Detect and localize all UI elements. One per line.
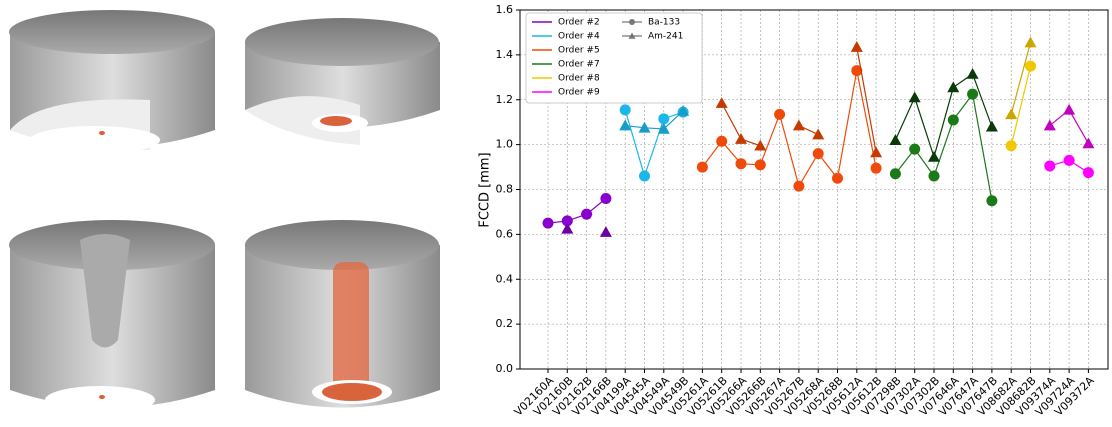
series-line bbox=[547, 198, 607, 224]
y-tick-label: 0.0 bbox=[496, 362, 514, 375]
series-line bbox=[894, 73, 993, 160]
data-point bbox=[966, 67, 979, 79]
legend-label: Order #9 bbox=[558, 88, 600, 98]
detector-renders bbox=[9, 10, 440, 414]
data-point bbox=[639, 170, 650, 182]
data-point bbox=[812, 128, 825, 140]
y-tick-label: 1.2 bbox=[496, 93, 514, 106]
data-point bbox=[1025, 60, 1036, 72]
data-point bbox=[985, 120, 998, 132]
y-tick-label: 0.8 bbox=[496, 183, 514, 196]
legend-label: Order #7 bbox=[558, 60, 600, 70]
data-point bbox=[677, 104, 690, 116]
data-point bbox=[542, 217, 554, 229]
legend-marker bbox=[629, 19, 635, 25]
data-point bbox=[561, 222, 574, 234]
render-1 bbox=[9, 10, 215, 154]
data-point bbox=[638, 121, 651, 133]
render-4 bbox=[245, 220, 440, 408]
y-axis-label: FCCD [mm] bbox=[478, 152, 493, 227]
y-tick-label: 1.0 bbox=[496, 138, 514, 151]
data-point bbox=[1005, 108, 1018, 120]
data-point bbox=[561, 215, 573, 227]
data-point bbox=[1005, 140, 1017, 152]
data-point bbox=[1043, 119, 1056, 131]
data-point bbox=[792, 119, 805, 131]
data-point bbox=[619, 104, 631, 116]
data-point bbox=[696, 161, 708, 173]
data-point bbox=[870, 146, 883, 158]
data-point bbox=[1044, 160, 1056, 172]
legend-label: Ba-133 bbox=[648, 18, 680, 28]
data-point bbox=[812, 148, 824, 160]
data-point bbox=[1063, 103, 1076, 115]
data-point bbox=[581, 208, 593, 220]
y-tick-label: 0.2 bbox=[496, 317, 514, 330]
data-point bbox=[715, 97, 728, 108]
data-point bbox=[967, 88, 979, 100]
data-point bbox=[735, 133, 747, 144]
series-line bbox=[701, 70, 877, 188]
legend: Order #2 Order #4 Order #5 Order #7 Order #8… bbox=[525, 12, 703, 104]
y-tick-label: 0.6 bbox=[496, 227, 514, 240]
data-point bbox=[600, 192, 612, 204]
legend-label: Order #8 bbox=[558, 74, 600, 84]
plot-frame bbox=[519, 9, 1109, 370]
data-point bbox=[928, 150, 940, 162]
data-point bbox=[1082, 137, 1095, 149]
data-point bbox=[870, 162, 882, 174]
series-line bbox=[1010, 65, 1032, 146]
data-point bbox=[889, 134, 902, 145]
plot-area: 0.00.20.40.60.81.01.21.41.6V02160AV02160… bbox=[496, 3, 1109, 419]
legend-label: Order #2 bbox=[558, 18, 600, 28]
data-point bbox=[619, 119, 632, 131]
series-line bbox=[1010, 42, 1032, 115]
data-point bbox=[928, 170, 940, 182]
series-line bbox=[624, 109, 684, 179]
data-point bbox=[1082, 167, 1094, 179]
data-point bbox=[986, 195, 998, 207]
render-2 bbox=[245, 18, 440, 145]
legend-label: Order #4 bbox=[558, 32, 600, 42]
legend-label: Am-241 bbox=[648, 32, 683, 42]
legend-label: Order #5 bbox=[558, 46, 600, 56]
data-point bbox=[754, 159, 766, 171]
data-point bbox=[947, 81, 960, 93]
data-point bbox=[793, 180, 805, 192]
data-point bbox=[1063, 154, 1075, 166]
data-point bbox=[774, 108, 786, 120]
data-point bbox=[657, 122, 670, 134]
data-point bbox=[850, 41, 863, 52]
y-tick-label: 1.6 bbox=[496, 3, 514, 16]
legend-marker bbox=[628, 32, 636, 39]
data-point bbox=[735, 158, 747, 170]
data-point bbox=[658, 113, 670, 125]
data-point bbox=[947, 114, 959, 126]
data-point bbox=[889, 168, 901, 180]
data-point bbox=[1024, 36, 1037, 48]
render-3 bbox=[9, 220, 215, 414]
data-point bbox=[599, 226, 612, 237]
data-point bbox=[716, 135, 728, 147]
data-point bbox=[754, 139, 767, 151]
data-point bbox=[851, 65, 863, 77]
data-point bbox=[832, 172, 843, 184]
y-tick-label: 0.4 bbox=[496, 272, 514, 285]
y-tick-label: 1.4 bbox=[496, 48, 514, 61]
legend-box bbox=[525, 12, 703, 104]
series-line bbox=[856, 46, 877, 153]
data-point bbox=[909, 143, 921, 155]
data-point bbox=[908, 91, 921, 103]
series-line bbox=[625, 110, 684, 130]
